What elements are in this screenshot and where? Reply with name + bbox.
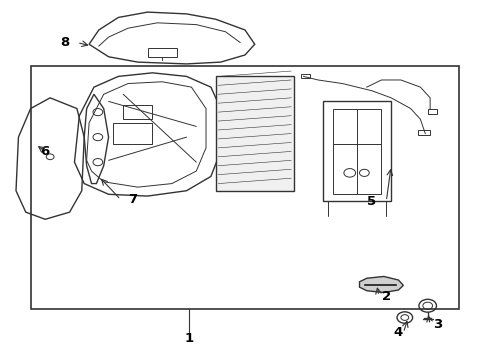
Text: 7: 7 [128,193,138,206]
Polygon shape [216,76,294,191]
Bar [147,48,177,57]
Text: 1: 1 [184,333,194,346]
Text: 5: 5 [367,195,376,208]
Bar [333,109,381,194]
Polygon shape [360,276,403,293]
Bar [114,123,152,144]
Bar [30,66,460,309]
Text: 6: 6 [41,145,50,158]
Text: 8: 8 [60,36,70,49]
Text: 2: 2 [382,289,391,303]
Text: 4: 4 [394,327,403,339]
Bar [418,130,430,135]
Text: 3: 3 [433,318,442,331]
Bar [123,105,152,119]
Bar [428,109,438,114]
Bar [301,74,310,78]
